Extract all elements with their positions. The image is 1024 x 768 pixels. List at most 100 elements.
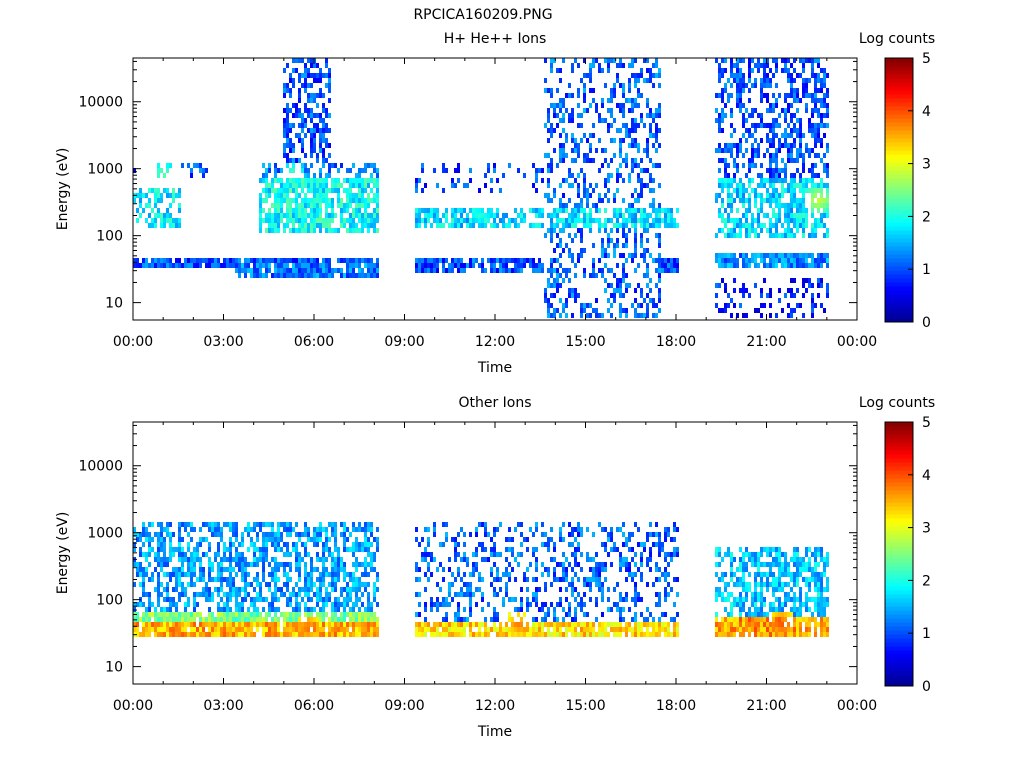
spectrogram-cell [358, 577, 361, 582]
spectrogram-cell [628, 128, 631, 133]
spectrogram-cell [190, 627, 193, 632]
spectrogram-cell [166, 587, 169, 592]
spectrogram-cell [727, 258, 730, 263]
spectrogram-cell [283, 552, 286, 557]
spectrogram-cell [142, 522, 145, 527]
spectrogram-cell [598, 313, 601, 318]
spectrogram-cell [652, 303, 655, 308]
spectrogram-cell [217, 607, 220, 612]
spectrogram-cell [283, 128, 286, 133]
spectrogram-cell [373, 178, 376, 183]
spectrogram-cell [571, 183, 574, 188]
spectrogram-cell [352, 587, 355, 592]
spectrogram-cell [718, 168, 721, 173]
spectrogram-cell [496, 632, 499, 637]
spectrogram-cell [307, 173, 310, 178]
spectrogram-cell [790, 233, 793, 238]
spectrogram-cell [538, 268, 541, 273]
spectrogram-cell [268, 602, 271, 607]
spectrogram-cell [283, 268, 286, 273]
spectrogram-cell [784, 173, 787, 178]
spectrogram-cell [172, 567, 175, 572]
spectrogram-cell [631, 138, 634, 143]
spectrogram-cell [367, 263, 370, 268]
spectrogram-cell [559, 577, 562, 582]
spectrogram-cell [169, 218, 172, 223]
spectrogram-cell [811, 63, 814, 68]
spectrogram-cell [196, 592, 199, 597]
spectrogram-cell [187, 582, 190, 587]
spectrogram-cell [502, 223, 505, 228]
spectrogram-cell [433, 532, 436, 537]
spectrogram-cell [343, 622, 346, 627]
spectrogram-cell [547, 198, 550, 203]
spectrogram-cell [622, 103, 625, 108]
spectrogram-cell [790, 308, 793, 313]
spectrogram-cell [157, 632, 160, 637]
spectrogram-cell [490, 582, 493, 587]
spectrogram-cell [823, 308, 826, 313]
spectrogram-cell [586, 218, 589, 223]
spectrogram-cell [826, 258, 829, 263]
spectrogram-cell [313, 622, 316, 627]
spectrogram-cell [544, 78, 547, 83]
spectrogram-cell [574, 158, 577, 163]
spectrogram-cell [637, 178, 640, 183]
spectrogram-cell [274, 178, 277, 183]
spectrogram-cell [427, 263, 430, 268]
spectrogram-cell [292, 622, 295, 627]
spectrogram-cell [457, 567, 460, 572]
spectrogram-cell [160, 547, 163, 552]
spectrogram-cell [550, 283, 553, 288]
spectrogram-cell [232, 587, 235, 592]
spectrogram-cell [793, 218, 796, 223]
spectrogram-cell [133, 607, 136, 612]
spectrogram-cell [745, 208, 748, 213]
spectrogram-cell [490, 213, 493, 218]
spectrogram-cell [346, 612, 349, 617]
spectrogram-cell [355, 622, 358, 627]
spectrogram-cell [277, 547, 280, 552]
spectrogram-cell [556, 627, 559, 632]
spectrogram-cell [814, 173, 817, 178]
spectrogram-cell [268, 562, 271, 567]
spectrogram-cell [826, 203, 829, 208]
spectrogram-cell [280, 193, 283, 198]
spectrogram-cell [811, 298, 814, 303]
spectrogram-cell [334, 537, 337, 542]
spectrogram-cell [229, 582, 232, 587]
spectrogram-cell [826, 113, 829, 118]
spectrogram-cell [238, 592, 241, 597]
spectrogram-cell [196, 557, 199, 562]
spectrogram-cell [199, 258, 202, 263]
spectrogram-cell [565, 133, 568, 138]
spectrogram-cell [283, 228, 286, 233]
spectrogram-cell [529, 632, 532, 637]
spectrogram-cell [574, 557, 577, 562]
spectrogram-cell [157, 168, 160, 173]
spectrogram-cell [583, 153, 586, 158]
spectrogram-cell [340, 532, 343, 537]
spectrogram-cell [316, 93, 319, 98]
spectrogram-cell [775, 223, 778, 228]
spectrogram-cell [295, 627, 298, 632]
spectrogram-cell [760, 253, 763, 258]
spectrogram-cell [286, 213, 289, 218]
x-tick-label: 15:00 [565, 334, 605, 350]
spectrogram-cell [802, 223, 805, 228]
spectrogram-cell [319, 118, 322, 123]
spectrogram-cell [592, 63, 595, 68]
spectrogram-cell [133, 582, 136, 587]
spectrogram-cell [748, 98, 751, 103]
spectrogram-cell [772, 168, 775, 173]
spectrogram-cell [271, 577, 274, 582]
spectrogram-cell [652, 188, 655, 193]
spectrogram-cell [583, 632, 586, 637]
spectrogram-cell [826, 263, 829, 268]
spectrogram-cell [478, 213, 481, 218]
spectrogram-cell [811, 133, 814, 138]
spectrogram-cell [568, 278, 571, 283]
spectrogram-cell [319, 527, 322, 532]
spectrogram-cell [166, 193, 169, 198]
spectrogram-cell [526, 627, 529, 632]
